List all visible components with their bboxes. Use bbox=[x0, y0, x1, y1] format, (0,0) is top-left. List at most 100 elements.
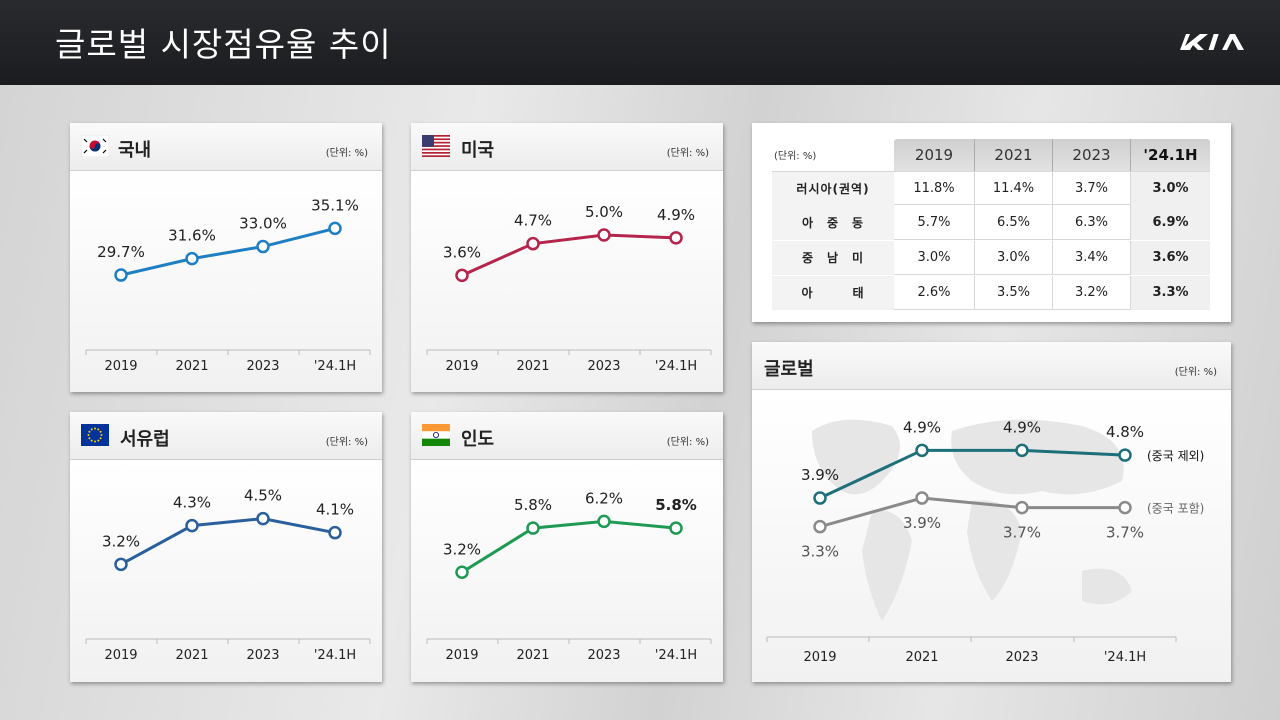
unit-label: (단위: %) bbox=[666, 148, 709, 159]
x-tick-label: '24.1H bbox=[655, 359, 697, 374]
panel-header: 서유럽 (단위: %) bbox=[70, 412, 382, 460]
table-cell: 3.7% bbox=[1052, 172, 1130, 206]
unit-label: (단위: %) bbox=[325, 437, 368, 448]
panel-title: 미국 bbox=[461, 140, 495, 161]
series-line bbox=[461, 233, 677, 277]
data-label: 33.0% bbox=[239, 215, 287, 233]
table-cell: 6.3% bbox=[1052, 206, 1130, 240]
series-line bbox=[120, 226, 336, 277]
table-cell: 3.3% bbox=[1130, 276, 1210, 310]
data-point bbox=[669, 521, 683, 535]
series-line bbox=[819, 448, 1126, 500]
table-cell: 5.7% bbox=[917, 215, 951, 230]
x-tick-label: '24.1H bbox=[655, 648, 697, 663]
data-point bbox=[328, 221, 342, 236]
table-cell: 6.9% bbox=[1130, 206, 1210, 240]
data-point bbox=[813, 491, 827, 505]
panel-header: 미국 (단위: %) bbox=[411, 123, 723, 171]
data-label: 5.8% bbox=[514, 496, 552, 514]
panel-title: 서유럽 bbox=[120, 429, 170, 450]
global-line-chart: 2019 2021 2023 '24.1H 3.9% 4.9% 4.9% 4.8%(중국 제외… bbox=[766, 418, 1204, 665]
data-label: 5.8% bbox=[655, 496, 697, 514]
data-label: 3.7% bbox=[1106, 524, 1144, 542]
row-label: 중 남 미 bbox=[772, 241, 894, 275]
data-point bbox=[114, 268, 128, 282]
data-label: 3.3% bbox=[801, 543, 839, 561]
table-row: 중 남 미 3.0% 3.0% 3.4% 3.6% bbox=[772, 241, 1210, 275]
usa-flag-icon bbox=[422, 135, 450, 157]
x-tick-label: 2019 bbox=[445, 648, 478, 663]
data-point bbox=[915, 491, 929, 505]
chart-area: 2019 2021 2023 '24.1H 3.2% 4.3% 4.5% 4.1% bbox=[70, 461, 382, 682]
x-tick-label: 2021 bbox=[175, 359, 208, 374]
data-label: 4.8% bbox=[1106, 423, 1144, 441]
unit-label: (단위: %) bbox=[325, 148, 368, 159]
series-line bbox=[120, 517, 336, 566]
x-tick-label: 2019 bbox=[803, 650, 836, 665]
data-label: 4.9% bbox=[657, 206, 695, 224]
korea-line-chart: 2019 2021 2023 '24.1H 29.7% 31.6% 33.0% 35.1% bbox=[85, 196, 371, 374]
chart-area: 2019 2021 2023 '24.1H 3.6% 4.7% 5.0% 4.9% bbox=[411, 172, 723, 392]
table-header: 2019 2021 2023 '24.1H bbox=[894, 139, 1210, 171]
chart-area: 2019 2021 2023 '24.1H 3.2% 5.8% 6.2% 5.8% bbox=[411, 461, 723, 682]
chart-area: 2019 2021 2023 '24.1H 29.7% 31.6% 33.0% 35.1% bbox=[70, 172, 382, 392]
data-label: 3.9% bbox=[801, 466, 839, 484]
x-tick-label: 2021 bbox=[516, 359, 549, 374]
table-cell: 3.0% bbox=[917, 250, 951, 265]
table-row: 아 태 2.6% 3.5% 3.2% 3.3% bbox=[772, 276, 1210, 310]
data-point bbox=[114, 557, 128, 572]
panel-header: 글로벌 (단위: %) bbox=[752, 342, 1231, 390]
data-label: 4.5% bbox=[244, 487, 282, 505]
panel-western-europe: 서유럽 (단위: %) 2019 2021 2023 '24.1H 3.2% 4.3% 4.… bbox=[70, 412, 382, 682]
data-point bbox=[597, 514, 611, 529]
data-point bbox=[328, 525, 342, 540]
data-point bbox=[185, 251, 199, 266]
panel-global: 글로벌 (단위: %) 2019 2021 2023 '24.1H 3.9% 4.9% 4.… bbox=[752, 342, 1231, 682]
data-label: 31.6% bbox=[168, 227, 216, 245]
table-cell: 11.8% bbox=[913, 181, 955, 196]
x-tick-label: '24.1H bbox=[314, 648, 356, 663]
data-label: 6.2% bbox=[585, 489, 623, 507]
panel-korea: 국내 (단위: %) 2019 2021 2023 '24.1H 29.7% 31.6% 3… bbox=[70, 123, 382, 392]
western-europe-line-chart: 2019 2021 2023 '24.1H 3.2% 4.3% 4.5% 4.1% bbox=[85, 487, 371, 663]
row-label: 러시아(권역) bbox=[772, 172, 894, 206]
panel-header: 국내 (단위: %) bbox=[70, 123, 382, 171]
kia-logo bbox=[1180, 34, 1244, 50]
data-label: 3.6% bbox=[443, 243, 481, 261]
panel-india: 인도 (단위: %) 2019 2021 2023 '24.1H 3.2% 5.8% 6.2… bbox=[411, 412, 723, 682]
series-name-label: (중국 포함) bbox=[1147, 502, 1204, 516]
x-tick-label: 2021 bbox=[175, 648, 208, 663]
table-row: 러시아(권역) 11.8% 11.4% 3.7% 3.0% bbox=[772, 171, 1210, 206]
data-label: 29.7% bbox=[97, 243, 145, 261]
panel-title: 글로벌 bbox=[764, 359, 814, 380]
india-line-chart: 2019 2021 2023 '24.1H 3.2% 5.8% 6.2% 5.8% bbox=[426, 489, 712, 663]
data-point bbox=[455, 565, 469, 579]
x-tick-label: 2021 bbox=[905, 650, 938, 665]
table-row: 아 중 동 5.7% 6.5% 6.3% 6.9% bbox=[772, 206, 1210, 240]
column-header: 2023 bbox=[1052, 139, 1130, 171]
data-label: 4.1% bbox=[316, 501, 354, 519]
x-tick-label: 2019 bbox=[104, 359, 137, 374]
unit-label: (단위: %) bbox=[666, 437, 709, 448]
table-cell: 2.6% bbox=[917, 285, 951, 300]
eu-flag-icon bbox=[81, 424, 109, 446]
x-tick-label: 2019 bbox=[445, 359, 478, 374]
series-line bbox=[819, 496, 1125, 529]
row-label: 아 태 bbox=[772, 276, 894, 310]
panel-usa: 미국 (단위: %) 2019 2021 2023 '24.1H 3.6% 4.7% 5.0… bbox=[411, 123, 723, 392]
data-label: 3.2% bbox=[102, 532, 140, 550]
data-label: 3.2% bbox=[443, 540, 481, 558]
header-bar: 글로벌 시장점유율 추이 bbox=[0, 0, 1280, 85]
data-point bbox=[915, 443, 929, 458]
data-label: 4.7% bbox=[514, 212, 552, 230]
data-point bbox=[256, 511, 270, 526]
data-point bbox=[1015, 443, 1029, 458]
table-cell: 3.6% bbox=[1130, 241, 1210, 275]
column-header: 2019 bbox=[914, 146, 954, 164]
page-title: 글로벌 시장점유율 추이 bbox=[55, 25, 392, 64]
india-flag-icon bbox=[422, 424, 450, 446]
x-tick-label: '24.1H bbox=[1104, 650, 1146, 665]
unit-label: (단위: %) bbox=[774, 151, 817, 162]
table-cell: 3.0% bbox=[1130, 172, 1210, 206]
table-cell: 11.4% bbox=[974, 172, 1052, 206]
